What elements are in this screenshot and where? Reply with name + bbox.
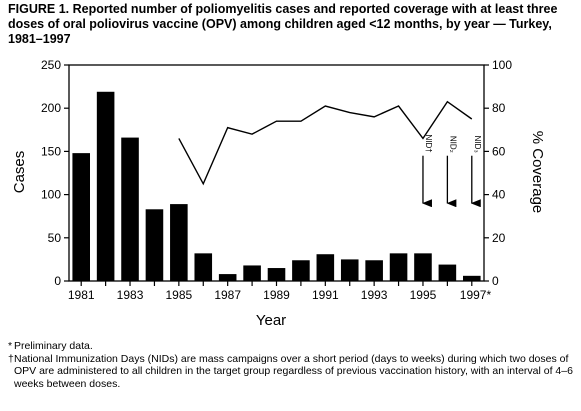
y2-tick-label: 80 — [492, 101, 506, 115]
y2-tick-label: 100 — [492, 58, 512, 72]
x-tick-label: 1987 — [214, 288, 241, 302]
y-axis-label: Cases — [11, 151, 28, 194]
bar-1988 — [243, 265, 261, 281]
x-tick-label: 1989 — [263, 288, 290, 302]
y-tick-label: 150 — [41, 144, 61, 158]
bar-1990 — [292, 260, 310, 281]
y-tick-label: 50 — [48, 231, 62, 245]
footnote-mark: † — [8, 352, 14, 365]
y-tick-label: 250 — [41, 58, 61, 72]
y2-tick-label: 0 — [492, 274, 499, 288]
bar-1994 — [389, 253, 408, 281]
y-tick-label: 200 — [41, 101, 61, 115]
x-axis-label: Year — [256, 312, 286, 329]
coverage-line — [178, 100, 473, 186]
footnote-nids: †National Immunization Days (NIDs) are m… — [8, 353, 576, 391]
y2-axis-label: % Coverage — [529, 131, 546, 214]
bar-1989 — [267, 268, 286, 281]
x-tick-label: 1995 — [410, 288, 437, 302]
y2-tick-label: 40 — [492, 188, 506, 202]
x-tick-label: 1981 — [68, 288, 95, 302]
bar-1982 — [96, 91, 115, 281]
y2-tick-label: 60 — [492, 144, 506, 158]
nid-label-1: NID† — [424, 134, 433, 152]
bar-1992 — [340, 259, 359, 281]
bar-1991 — [316, 254, 335, 281]
x-tick-label: 1985 — [166, 288, 193, 302]
nid-label-3: NID₃ — [473, 136, 482, 153]
bar-1981 — [72, 153, 90, 281]
figure-title: FIGURE 1. Reported number of poliomyelit… — [8, 2, 558, 46]
bar-1993 — [365, 260, 383, 281]
bar-1996 — [438, 264, 457, 281]
y-tick-label: 100 — [41, 188, 61, 202]
footnote-text: National Immunization Days (NIDs) are ma… — [14, 352, 573, 390]
bar-1995 — [414, 253, 432, 281]
y-tick-label: 0 — [54, 274, 61, 288]
x-tick-label: 1983 — [117, 288, 144, 302]
footnote-text: Preliminary data. — [14, 340, 93, 352]
bar-1997 — [463, 275, 481, 281]
x-tick-label: 1991 — [312, 288, 339, 302]
bar-1984 — [145, 209, 164, 281]
footnotes: * Preliminary data. †National Immunizatio… — [8, 340, 576, 390]
bar-1986 — [194, 253, 213, 281]
footnote-mark: * — [8, 340, 13, 352]
bar-1985 — [170, 204, 188, 281]
y2-tick-label: 20 — [492, 231, 506, 245]
x-tick-label: 1993 — [361, 288, 388, 302]
footnote-preliminary: * Preliminary data. — [8, 340, 576, 353]
chart: NID† NID₂ NID₃ 0 50 100 150 200 250 0 20 40 60 80 100… — [11, 58, 546, 329]
bar-1983 — [121, 137, 139, 281]
bar-1987 — [218, 274, 237, 281]
x-tick-label: 1997* — [460, 288, 492, 302]
nid-label-2: NID₂ — [448, 136, 457, 153]
